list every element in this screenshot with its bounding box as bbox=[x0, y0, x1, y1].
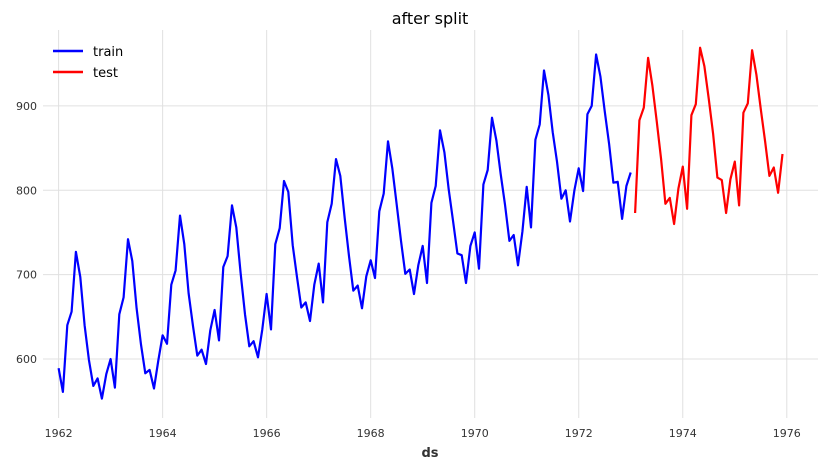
x-axis-label: ds bbox=[421, 446, 438, 461]
x-tick-label: 1962 bbox=[45, 427, 73, 440]
y-tick-label: 600 bbox=[16, 353, 37, 366]
y-tick-label: 700 bbox=[16, 269, 37, 282]
legend-label-train: train bbox=[93, 45, 123, 60]
x-tick-label: 1968 bbox=[357, 427, 385, 440]
x-axis-ticks: 1962 1964 1966 1968 1970 1972 1974 1976 bbox=[45, 427, 801, 440]
x-tick-label: 1972 bbox=[565, 427, 593, 440]
x-tick-label: 1970 bbox=[461, 427, 489, 440]
series-line-test bbox=[634, 46, 784, 226]
legend: train test bbox=[53, 45, 123, 81]
y-tick-label: 900 bbox=[16, 100, 37, 113]
x-tick-label: 1966 bbox=[253, 427, 281, 440]
x-tick-label: 1976 bbox=[773, 427, 801, 440]
x-tick-label: 1964 bbox=[149, 427, 177, 440]
legend-label-test: test bbox=[93, 66, 118, 81]
y-axis-ticks: 600 700 800 900 bbox=[16, 100, 37, 366]
chart-title: after split bbox=[392, 9, 469, 28]
x-tick-label: 1974 bbox=[669, 427, 697, 440]
series-layer bbox=[57, 46, 784, 400]
y-tick-label: 800 bbox=[16, 184, 37, 197]
grid bbox=[43, 30, 818, 418]
series-line-train bbox=[57, 53, 632, 400]
